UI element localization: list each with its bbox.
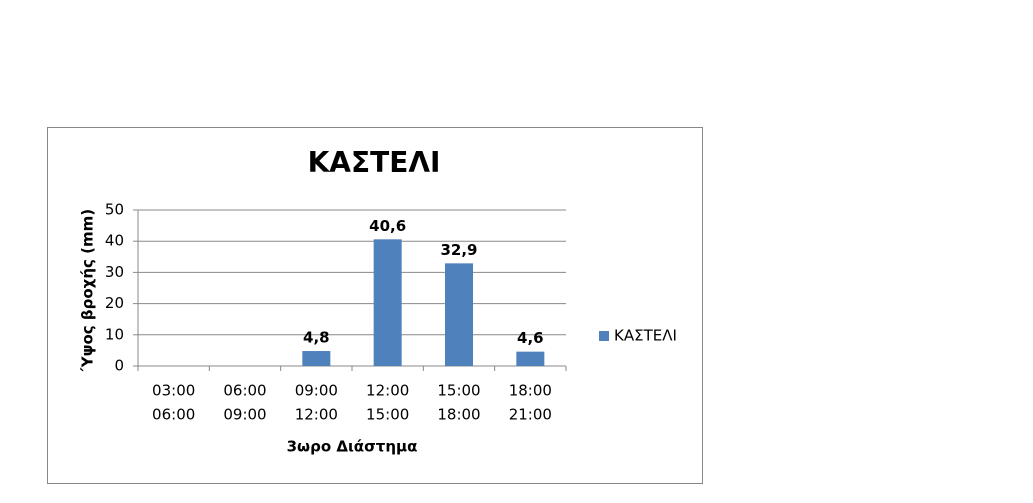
data-label: 4,6: [517, 329, 544, 347]
bar: [445, 263, 473, 366]
y-tick-label: 40: [105, 232, 124, 250]
x-tick-label: 12:00: [295, 406, 338, 424]
x-tick-label: 09:00: [223, 406, 266, 424]
x-tick-label: 06:00: [223, 382, 266, 400]
bar: [516, 351, 545, 366]
x-tick-label: 15:00: [437, 382, 480, 400]
x-tick-label: 21:00: [509, 406, 552, 424]
data-label: 4,8: [303, 329, 330, 347]
bar: [373, 239, 402, 366]
data-label: 40,6: [369, 217, 406, 235]
legend-swatch: [599, 331, 609, 341]
y-tick-label: 50: [105, 201, 124, 219]
data-label: 32,9: [440, 241, 477, 259]
y-tick-label: 20: [105, 294, 124, 312]
x-tick-label: 06:00: [152, 406, 195, 424]
x-tick-label: 03:00: [152, 382, 195, 400]
x-tick-label: 18:00: [437, 406, 480, 424]
x-axis-title: 3ωρο Διάστημα: [287, 438, 418, 456]
y-tick-label: 10: [105, 325, 124, 343]
chart-title: ΚΑΣΤΕΛΙ: [308, 146, 441, 179]
legend-label: ΚΑΣΤΕΛΙ: [614, 327, 677, 345]
bar: [302, 351, 331, 366]
x-tick-label: 18:00: [509, 382, 552, 400]
y-tick-label: 30: [105, 263, 124, 281]
x-tick-label: 09:00: [295, 382, 338, 400]
x-tick-label: 15:00: [366, 406, 409, 424]
y-axis-title: Ύψος βροχής (mm): [79, 209, 97, 372]
y-tick-label: 0: [114, 357, 124, 375]
x-tick-label: 12:00: [366, 382, 409, 400]
